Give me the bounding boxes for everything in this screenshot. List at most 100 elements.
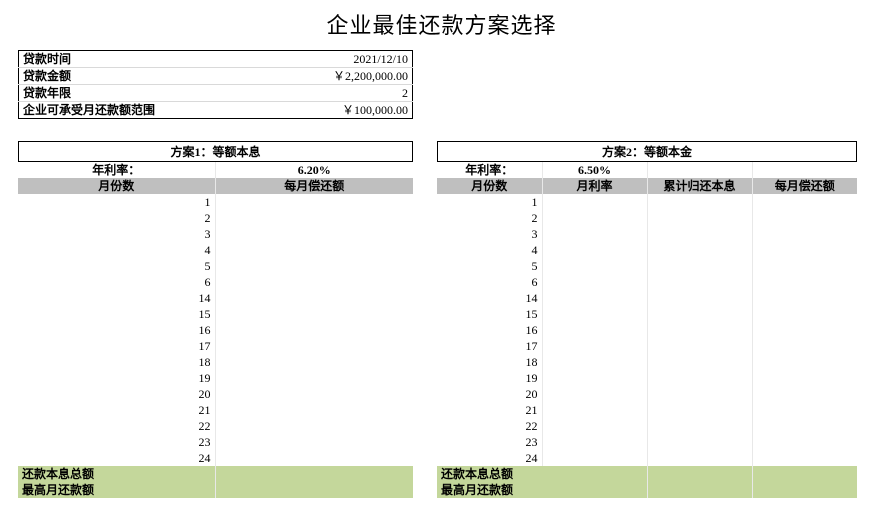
plan1-month: 14 — [18, 290, 215, 306]
plan2-cum-cell — [647, 386, 752, 402]
loan-info-table: 贷款时间2021/12/10贷款金额￥2,200,000.00贷款年限2企业可承… — [18, 50, 413, 119]
plan2-amt-cell — [752, 194, 857, 210]
plan2-month: 5 — [437, 258, 542, 274]
plan2: 方案2：等额本金 年利率： 6.50% 月份数 月利率 累计归还本息 每月偿还额… — [437, 141, 857, 498]
plan2-amt-cell — [752, 354, 857, 370]
plan2-amt-cell — [752, 322, 857, 338]
plan2-rate-cell — [542, 210, 647, 226]
plan1-amount — [215, 322, 413, 338]
plan2-amt-cell — [752, 450, 857, 466]
info-label: 贷款金额 — [19, 68, 201, 85]
plan2-rate-label: 年利率： — [437, 162, 542, 178]
info-value: ￥2,200,000.00 — [200, 68, 412, 85]
info-value: ￥100,000.00 — [200, 102, 412, 119]
plan2-amt-cell — [752, 258, 857, 274]
plan2-cum-cell — [647, 274, 752, 290]
plan2-month: 20 — [437, 386, 542, 402]
plan2-col2: 月利率 — [542, 178, 647, 194]
plan2-cum-cell — [647, 258, 752, 274]
plan2-rate-cell — [542, 258, 647, 274]
plan2-month: 15 — [437, 306, 542, 322]
plan2-month: 6 — [437, 274, 542, 290]
plan2-cum-cell — [647, 194, 752, 210]
plan2-summary1-val1 — [647, 466, 752, 482]
plan1-month: 15 — [18, 306, 215, 322]
plan2-month: 17 — [437, 338, 542, 354]
plan1-month: 20 — [18, 386, 215, 402]
plan2-amt-cell — [752, 402, 857, 418]
plan2-rate-value: 6.50% — [542, 162, 647, 178]
plan1-amount — [215, 274, 413, 290]
info-value: 2021/12/10 — [200, 51, 412, 68]
plan1-summary1-val — [215, 466, 413, 482]
plan1-month: 19 — [18, 370, 215, 386]
plan2-cum-cell — [647, 434, 752, 450]
plan1-amount — [215, 386, 413, 402]
plan1-month: 6 — [18, 274, 215, 290]
plan1-month: 4 — [18, 242, 215, 258]
plan2-cum-cell — [647, 242, 752, 258]
plan2-rate-cell — [542, 338, 647, 354]
plan2-amt-cell — [752, 242, 857, 258]
plan1-title: 方案1：等额本息 — [18, 141, 413, 162]
plan2-amt-cell — [752, 226, 857, 242]
plan2-rate-cell — [542, 434, 647, 450]
plan2-month: 1 — [437, 194, 542, 210]
plan2-cum-cell — [647, 402, 752, 418]
plan1-summary2-val — [215, 482, 413, 498]
plan2-rate-cell — [542, 226, 647, 242]
plan2-rate-cell — [542, 450, 647, 466]
plan1-month: 16 — [18, 322, 215, 338]
plan1-col2: 每月偿还额 — [215, 178, 413, 194]
plan2-cum-cell — [647, 210, 752, 226]
plan2-summary1-val2 — [752, 466, 857, 482]
plan2-rate-cell — [542, 274, 647, 290]
plan1: 方案1：等额本息 年利率： 6.20% 月份数 每月偿还额 1234561415… — [18, 141, 413, 498]
plan2-cum-cell — [647, 418, 752, 434]
plan1-month: 23 — [18, 434, 215, 450]
plan1-amount — [215, 434, 413, 450]
plan1-amount — [215, 290, 413, 306]
plan2-month: 21 — [437, 402, 542, 418]
plan2-cum-cell — [647, 290, 752, 306]
plan2-amt-cell — [752, 434, 857, 450]
plan2-rate-blank2 — [752, 162, 857, 178]
plan2-summary2: 最高月还款额 — [437, 482, 647, 498]
plan2-rate-cell — [542, 386, 647, 402]
plan2-month: 2 — [437, 210, 542, 226]
plan1-month: 17 — [18, 338, 215, 354]
plan2-rate-cell — [542, 194, 647, 210]
plan1-amount — [215, 354, 413, 370]
plan2-rate-cell — [542, 322, 647, 338]
plan2-rate-blank1 — [647, 162, 752, 178]
plan2-rate-cell — [542, 290, 647, 306]
plan1-amount — [215, 210, 413, 226]
plan1-amount — [215, 402, 413, 418]
plan2-col4: 每月偿还额 — [752, 178, 857, 194]
page-title: 企业最佳还款方案选择 — [0, 0, 883, 50]
plan2-amt-cell — [752, 386, 857, 402]
plan1-amount — [215, 418, 413, 434]
info-label: 企业可承受月还款额范围 — [19, 102, 201, 119]
plan1-rate-value: 6.20% — [215, 162, 413, 178]
info-label: 贷款年限 — [19, 85, 201, 102]
plan1-month: 2 — [18, 210, 215, 226]
plan2-summary2-val2 — [752, 482, 857, 498]
plan2-cum-cell — [647, 306, 752, 322]
plan1-month: 18 — [18, 354, 215, 370]
plan2-amt-cell — [752, 338, 857, 354]
plan1-summary1: 还款本息总额 — [18, 466, 215, 482]
plan2-month: 22 — [437, 418, 542, 434]
plan2-month: 4 — [437, 242, 542, 258]
plan1-amount — [215, 258, 413, 274]
plan2-month: 18 — [437, 354, 542, 370]
plan2-amt-cell — [752, 306, 857, 322]
plan2-cum-cell — [647, 370, 752, 386]
plan2-rate-cell — [542, 242, 647, 258]
plan2-amt-cell — [752, 290, 857, 306]
plan2-rate-cell — [542, 418, 647, 434]
plan2-rate-cell — [542, 402, 647, 418]
plan1-amount — [215, 306, 413, 322]
plan2-col1: 月份数 — [437, 178, 542, 194]
plan2-rate-cell — [542, 306, 647, 322]
